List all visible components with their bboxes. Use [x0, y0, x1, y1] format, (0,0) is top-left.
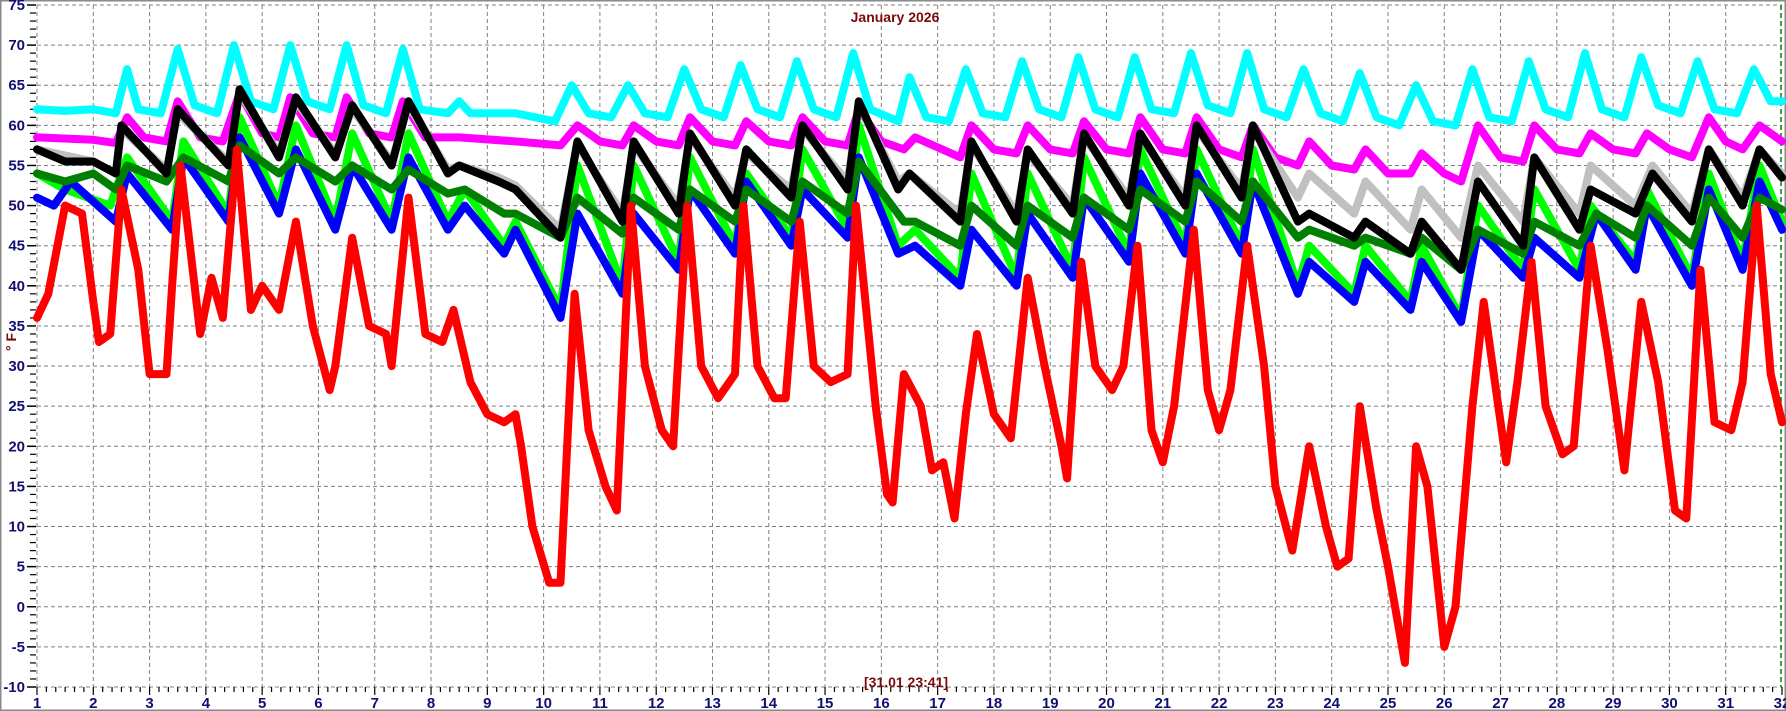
y-tick-label: 65: [8, 77, 25, 94]
series-line-magenta: [33, 89, 1786, 186]
x-tick-label: 27: [1492, 695, 1509, 711]
x-tick-label: 29: [1605, 695, 1622, 711]
x-tick-label: 18: [986, 695, 1003, 711]
x-tick-label: 1: [33, 695, 41, 711]
series-line-dark-green: [33, 141, 1786, 274]
x-tick-label: 4: [202, 695, 211, 711]
series-line-cyan: [33, 41, 1786, 130]
series-line-red: [33, 145, 1786, 667]
y-tick-label: 20: [8, 438, 25, 455]
x-tick-label: 24: [1323, 695, 1340, 711]
y-tick-label: 40: [8, 278, 25, 295]
x-tick-label: 2: [89, 695, 97, 711]
timestamp-footer: [31.01 23:41]: [864, 674, 948, 690]
x-tick-label: 22: [1211, 695, 1228, 711]
x-tick-label: 12: [648, 695, 665, 711]
y-tick-label: 70: [8, 37, 25, 54]
x-tick-label: 28: [1548, 695, 1565, 711]
series-lines: [33, 41, 1786, 667]
x-tick-label: 11: [592, 695, 608, 711]
chart-title: January 2026: [851, 9, 940, 25]
y-axis-label: ° F: [3, 333, 19, 351]
y-tick-label: 50: [8, 198, 25, 215]
x-tick-label: 30: [1661, 695, 1678, 711]
x-tick-label: 32: [1774, 695, 1786, 711]
x-tick-label: 23: [1267, 695, 1284, 711]
y-tick-label: 45: [8, 238, 25, 255]
x-tick-label: 14: [760, 695, 777, 711]
x-tick-label: 8: [427, 695, 435, 711]
x-tick-label: 20: [1098, 695, 1115, 711]
y-tick-label: 60: [8, 117, 25, 134]
x-tick-label: 16: [873, 695, 890, 711]
y-tick-label: 75: [8, 0, 25, 14]
x-tick-label: 3: [145, 695, 153, 711]
x-tick-label: 10: [535, 695, 552, 711]
x-tick-label: 26: [1436, 695, 1453, 711]
x-tick-label: 15: [817, 695, 834, 711]
y-tick-label: 25: [8, 398, 25, 415]
y-tick-label: 5: [17, 559, 25, 576]
y-tick-label: 55: [8, 157, 25, 174]
x-tick-label: 31: [1717, 695, 1734, 711]
y-tick-label: 10: [8, 519, 25, 536]
x-tick-label: 21: [1154, 695, 1171, 711]
x-tick-label: 5: [258, 695, 266, 711]
series-line-blue: [33, 133, 1786, 326]
series-line-black: [33, 85, 1786, 274]
y-tick-label: -10: [3, 679, 25, 696]
y-tick-label: 0: [17, 599, 25, 616]
x-tick-label: 19: [1042, 695, 1059, 711]
y-tick-label: 35: [8, 318, 25, 335]
x-tick-label: 7: [371, 695, 379, 711]
y-tick-label: 30: [8, 358, 25, 375]
x-tick-label: 9: [483, 695, 491, 711]
x-tick-label: 17: [929, 695, 946, 711]
y-tick-label: 15: [8, 478, 25, 495]
y-tick-label: -5: [12, 639, 25, 656]
x-tick-label: 13: [704, 695, 721, 711]
x-tick-label: 25: [1380, 695, 1397, 711]
x-tick-label: 6: [314, 695, 322, 711]
